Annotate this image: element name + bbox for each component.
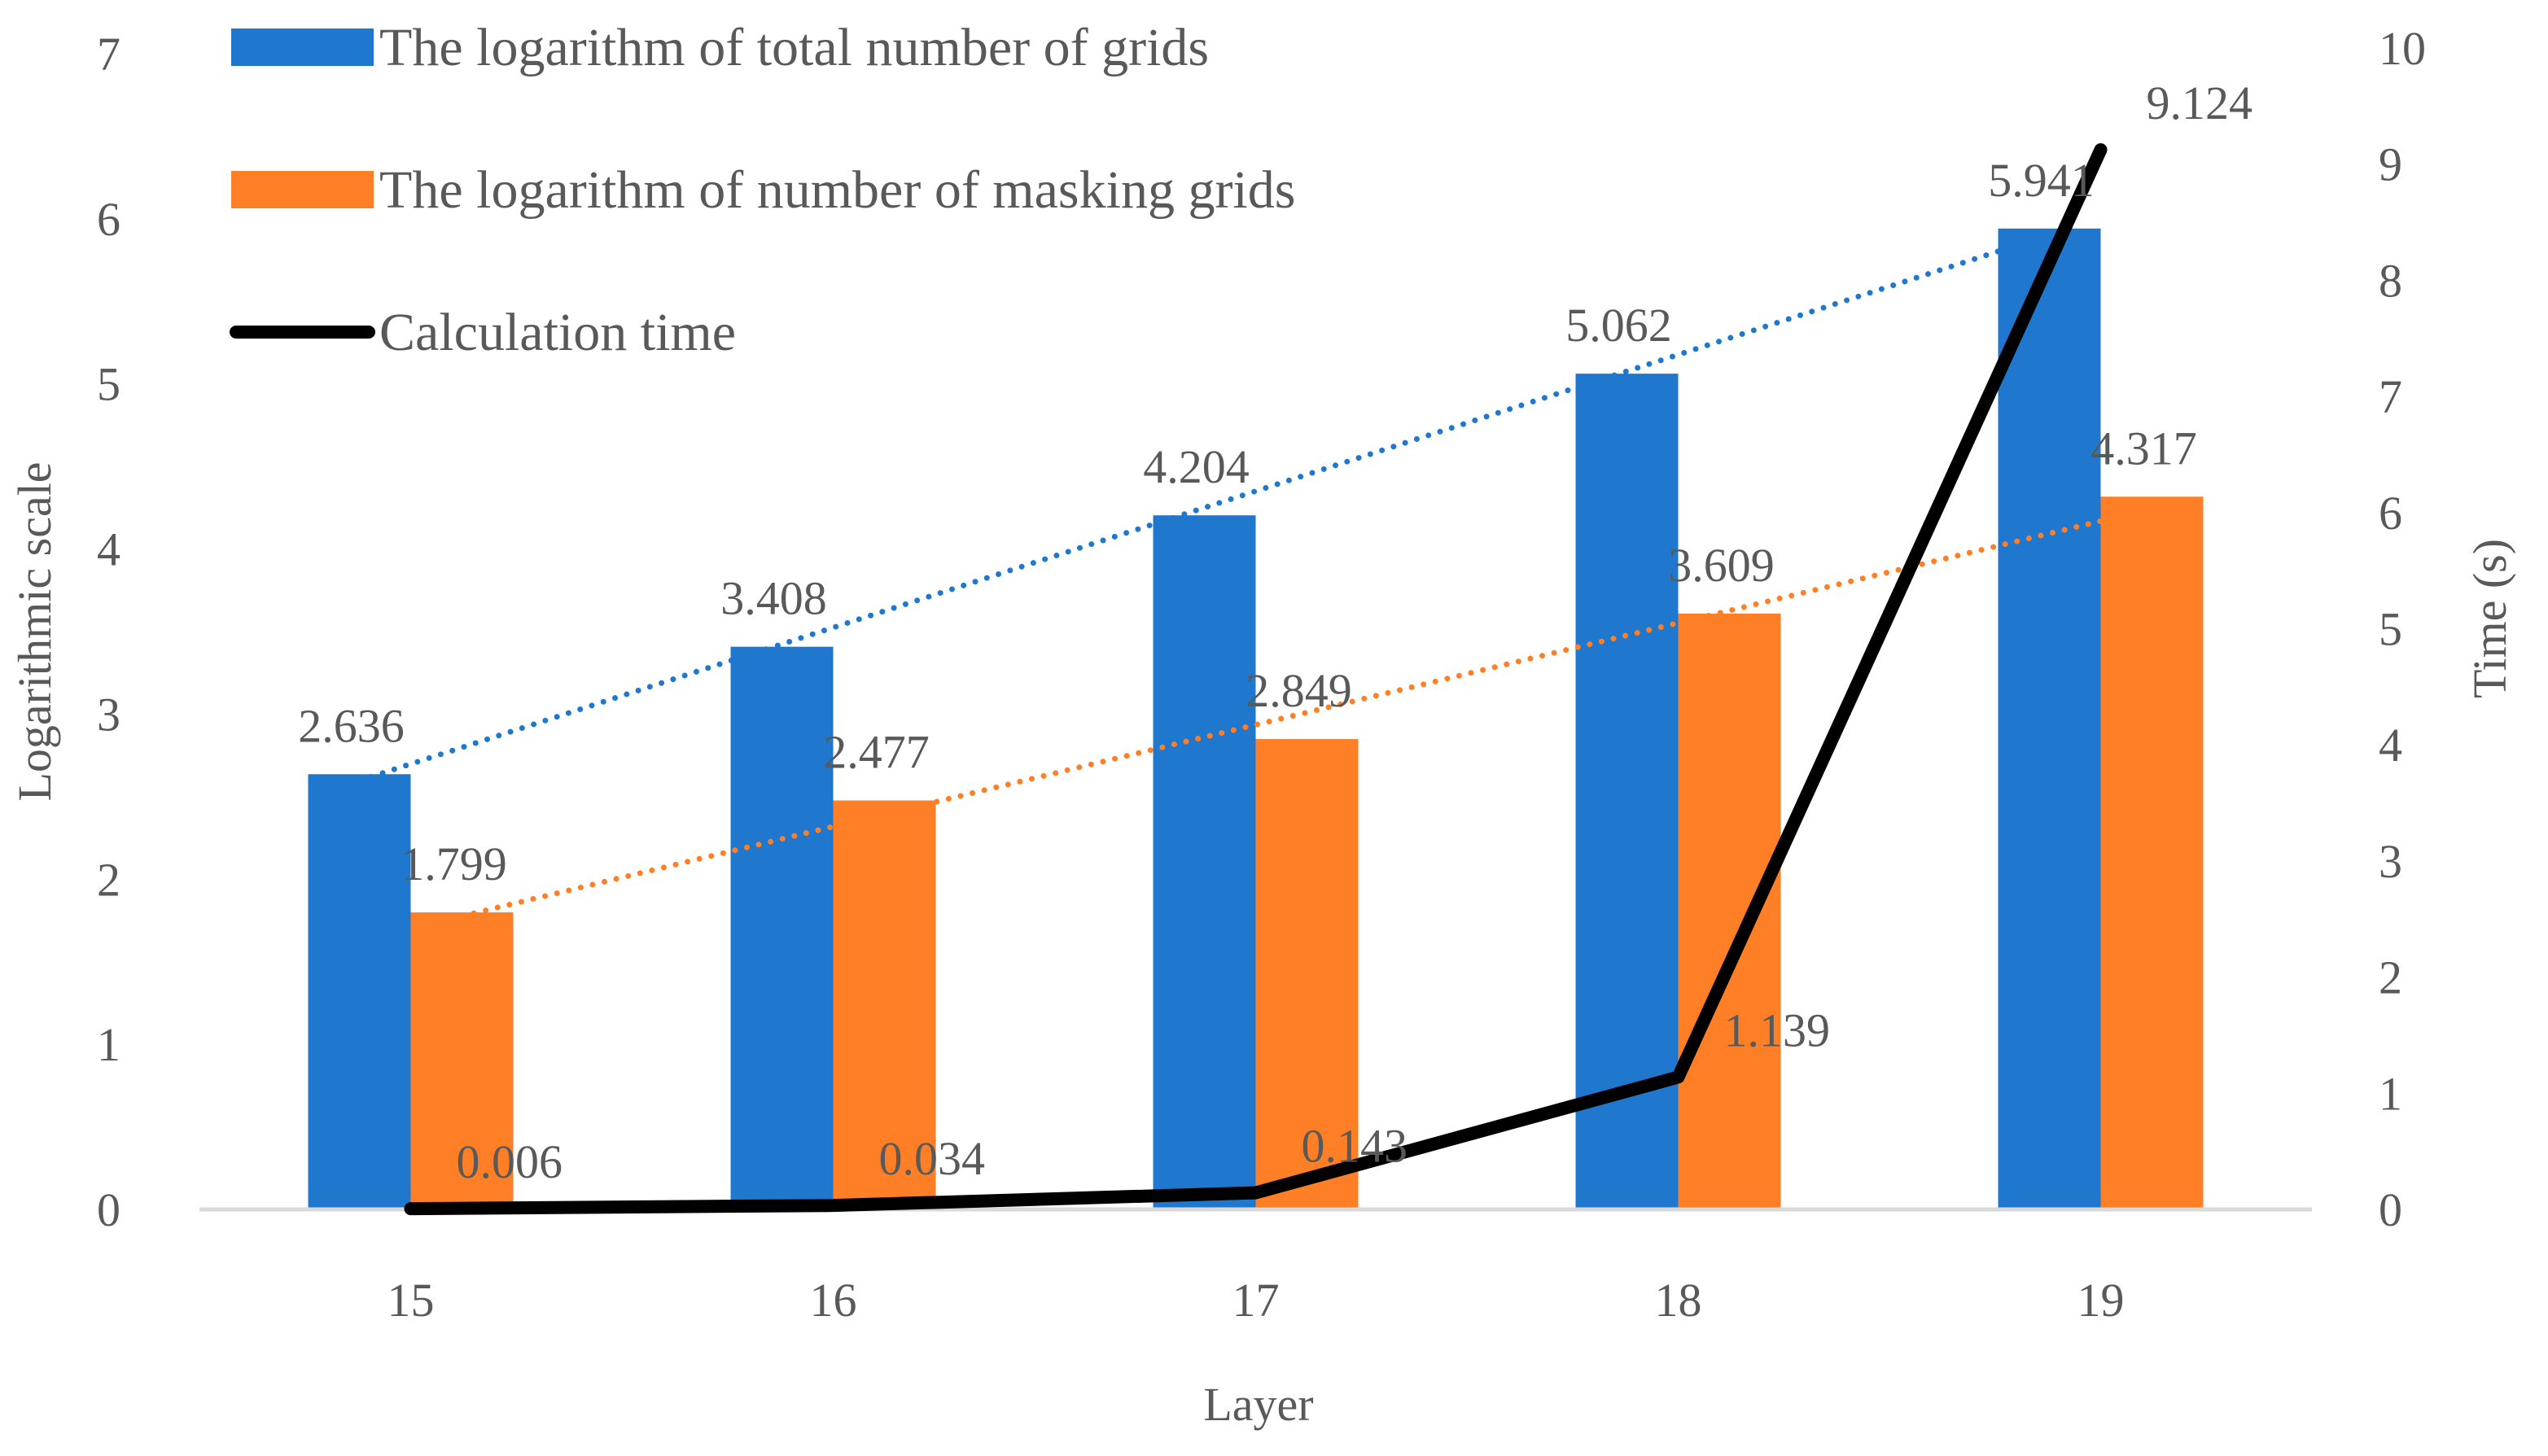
y-tick-label: 6 <box>97 193 120 246</box>
x-axis-ticks: 15 16 17 18 19 <box>387 1274 2125 1327</box>
trendlines <box>357 232 2155 920</box>
data-label-calculation-time: 0.143 <box>1302 1120 1408 1173</box>
data-label-total-grids: 4.204 <box>1143 440 1250 493</box>
data-label-masking-grids: 2.477 <box>823 726 930 779</box>
trendline-masking-grids <box>459 505 2155 920</box>
data-label-calculation-time: 1.139 <box>1724 1003 1831 1056</box>
y-tick-label: 1 <box>97 1018 120 1071</box>
y-tick-label: 2 <box>97 853 120 906</box>
data-label-calculation-time: 0.006 <box>457 1135 563 1188</box>
y2-tick-label: 3 <box>2379 835 2402 888</box>
legend: The logarithm of total number of grids Th… <box>230 18 1295 362</box>
y-tick-label: 3 <box>97 688 120 741</box>
y-tick-label: 4 <box>97 523 120 576</box>
x-tick-label: 16 <box>810 1274 857 1327</box>
data-label-calculation-time: 9.124 <box>2147 77 2253 129</box>
data-label-masking-grids: 1.799 <box>401 837 507 890</box>
legend-swatch <box>231 28 374 66</box>
bar-total-grids <box>1575 374 1679 1209</box>
data-label-calculation-time: 0.034 <box>879 1132 986 1185</box>
y2-tick-label: 5 <box>2379 603 2402 656</box>
x-tick-label: 18 <box>1655 1274 1702 1327</box>
x-tick-label: 15 <box>387 1274 435 1327</box>
data-label-total-grids: 3.408 <box>720 572 827 625</box>
legend-label: The logarithm of number of masking grids <box>379 160 1295 220</box>
line-series <box>404 143 2108 1216</box>
y2-tick-label: 4 <box>2379 719 2402 772</box>
y-tick-label: 7 <box>97 28 120 81</box>
bar-masking-grids <box>1678 613 1781 1209</box>
y-tick-label: 0 <box>97 1183 120 1236</box>
x-axis-title: Layer <box>1203 1378 1313 1431</box>
data-labels: 2.636 3.408 4.204 5.062 5.941 1.799 2.477 2.849… <box>298 77 2252 1188</box>
y2-tick-label: 8 <box>2379 254 2402 307</box>
y-axis-ticks: 0 1 2 3 4 5 6 7 <box>97 28 120 1236</box>
legend-label: Calculation time <box>379 303 736 362</box>
data-label-total-grids: 5.062 <box>1565 299 1672 352</box>
bar-total-grids <box>730 646 834 1209</box>
y2-tick-label: 9 <box>2379 138 2402 191</box>
y-tick-label: 5 <box>97 358 120 411</box>
bar-total-grids <box>308 774 411 1209</box>
bar-masking-grids <box>833 800 936 1209</box>
trendline-total-grids <box>357 232 2052 784</box>
x-tick-label: 19 <box>2077 1274 2125 1327</box>
y2-axis-title: Time (s) <box>2463 539 2516 698</box>
data-label-masking-grids: 3.609 <box>1668 539 1775 592</box>
bar-series <box>308 228 2204 1210</box>
y2-tick-label: 10 <box>2379 22 2426 75</box>
data-label-total-grids: 2.636 <box>298 699 405 752</box>
x-tick-label: 17 <box>1232 1274 1280 1327</box>
line-calculation-time <box>404 143 2108 1216</box>
y2-tick-label: 6 <box>2379 487 2402 540</box>
y2-tick-label: 1 <box>2379 1067 2402 1120</box>
y2-axis-ticks: 0 1 2 3 4 5 6 7 8 9 10 <box>2379 22 2426 1236</box>
y2-tick-label: 7 <box>2379 370 2402 423</box>
y2-tick-label: 0 <box>2379 1183 2402 1236</box>
bar-masking-grids <box>410 912 514 1209</box>
legend-label: The logarithm of total number of grids <box>379 18 1209 77</box>
bar-total-grids <box>1998 228 2101 1210</box>
bar-total-grids <box>1153 515 1256 1209</box>
data-label-masking-grids: 4.317 <box>2090 422 2197 474</box>
data-label-masking-grids: 2.849 <box>1246 664 1352 717</box>
y2-tick-label: 2 <box>2379 951 2402 1004</box>
y-axis-title: Logarithmic scale <box>8 461 61 801</box>
data-label-total-grids: 5.941 <box>1988 154 2095 207</box>
bar-masking-grids <box>2100 496 2204 1209</box>
legend-swatch <box>231 171 374 208</box>
bar-masking-grids <box>1255 739 1359 1209</box>
